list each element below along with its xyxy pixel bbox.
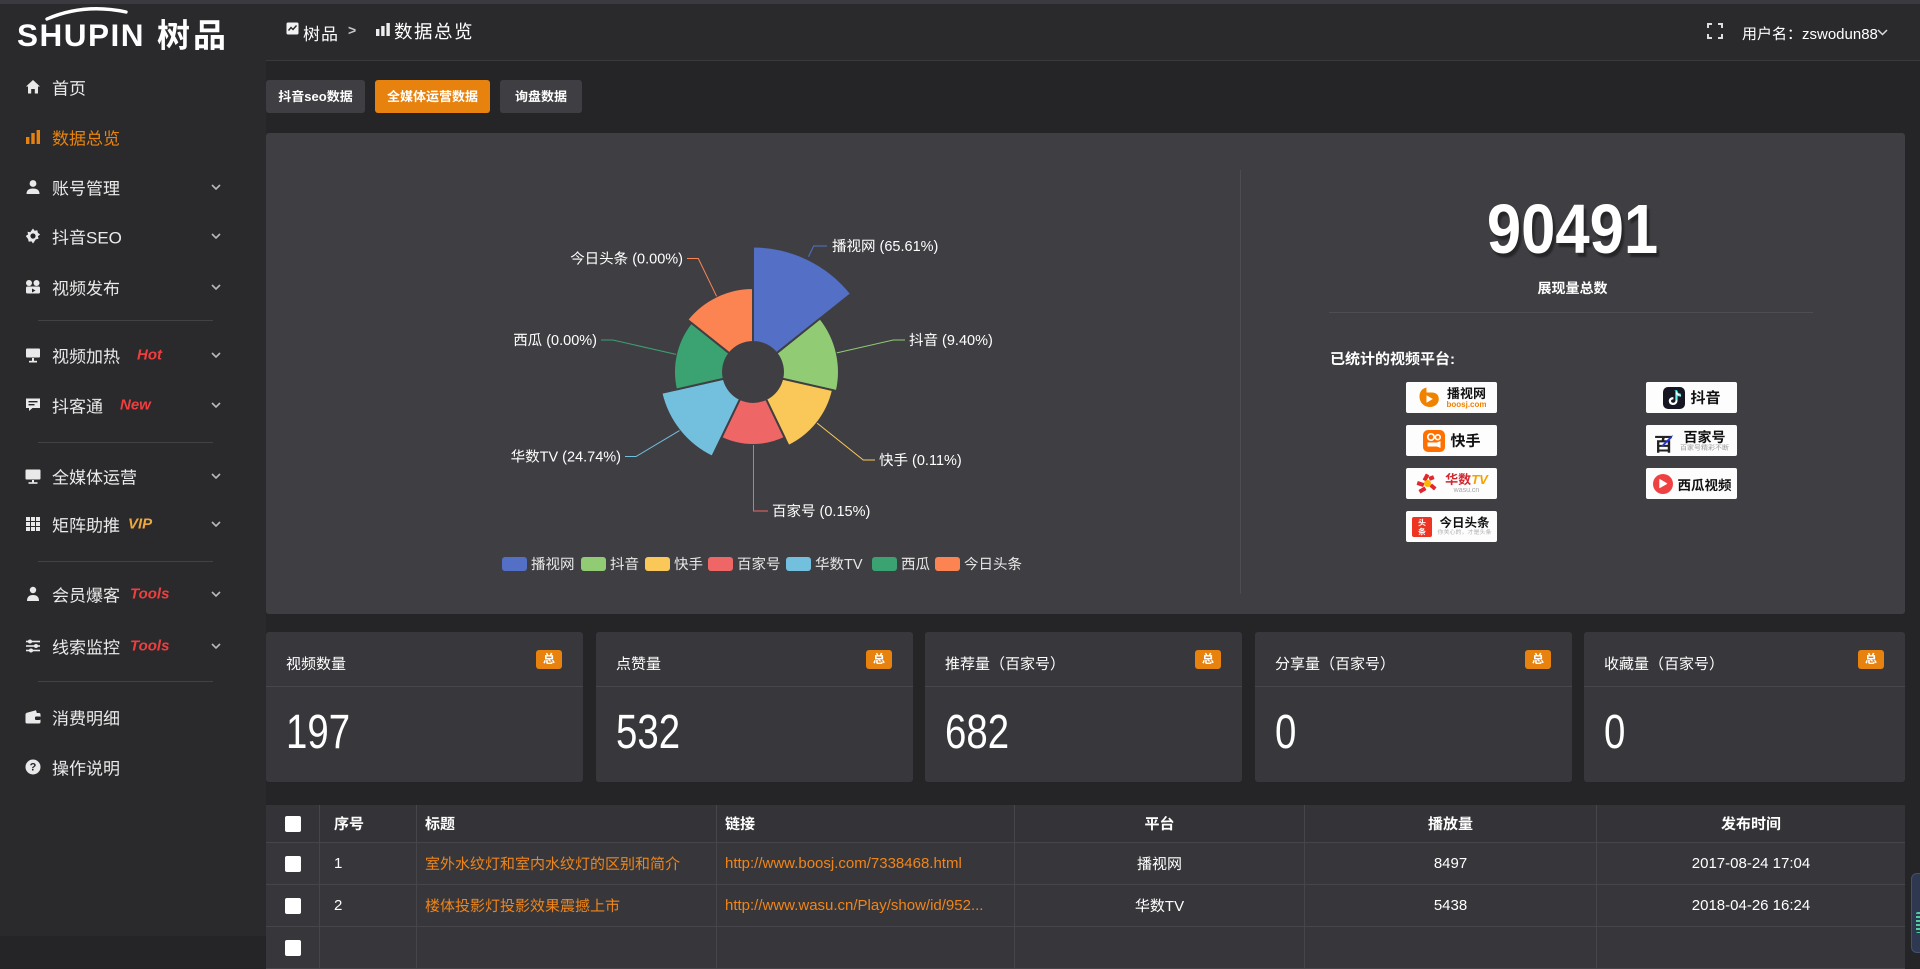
svg-text:快手: 快手 (674, 556, 703, 573)
svg-text:今日头条 (0.00%): 今日头条 (0.00%) (570, 251, 683, 268)
svg-text:华数TV (24.74%): 华数TV (24.74%) (511, 449, 621, 466)
svg-text:西瓜: 西瓜 (901, 557, 930, 573)
svg-text:快手 (0.11%): 快手 (0.11%) (879, 452, 962, 469)
svg-text:条: 条 (1418, 526, 1426, 537)
svg-text:头: 头 (1418, 517, 1426, 528)
svg-text:华数TV: 华数TV (815, 556, 863, 573)
svg-text:西瓜 (0.00%): 西瓜 (0.00%) (513, 333, 597, 349)
svg-text:抖音 (9.40%): 抖音 (9.40%) (909, 332, 993, 349)
svg-text:?: ? (30, 762, 37, 774)
svg-text:播视网 (65.61%): 播视网 (65.61%) (832, 238, 938, 255)
svg-text:百家号 (0.15%): 百家号 (0.15%) (772, 503, 870, 520)
svg-text:抖音: 抖音 (610, 556, 639, 573)
svg-text:播视网: 播视网 (531, 556, 575, 573)
svg-text:SHUPIN: SHUPIN (17, 17, 145, 52)
svg-text:百家号: 百家号 (737, 556, 781, 573)
svg-text:今日头条: 今日头条 (964, 556, 1022, 573)
svg-text:树品: 树品 (157, 17, 229, 52)
